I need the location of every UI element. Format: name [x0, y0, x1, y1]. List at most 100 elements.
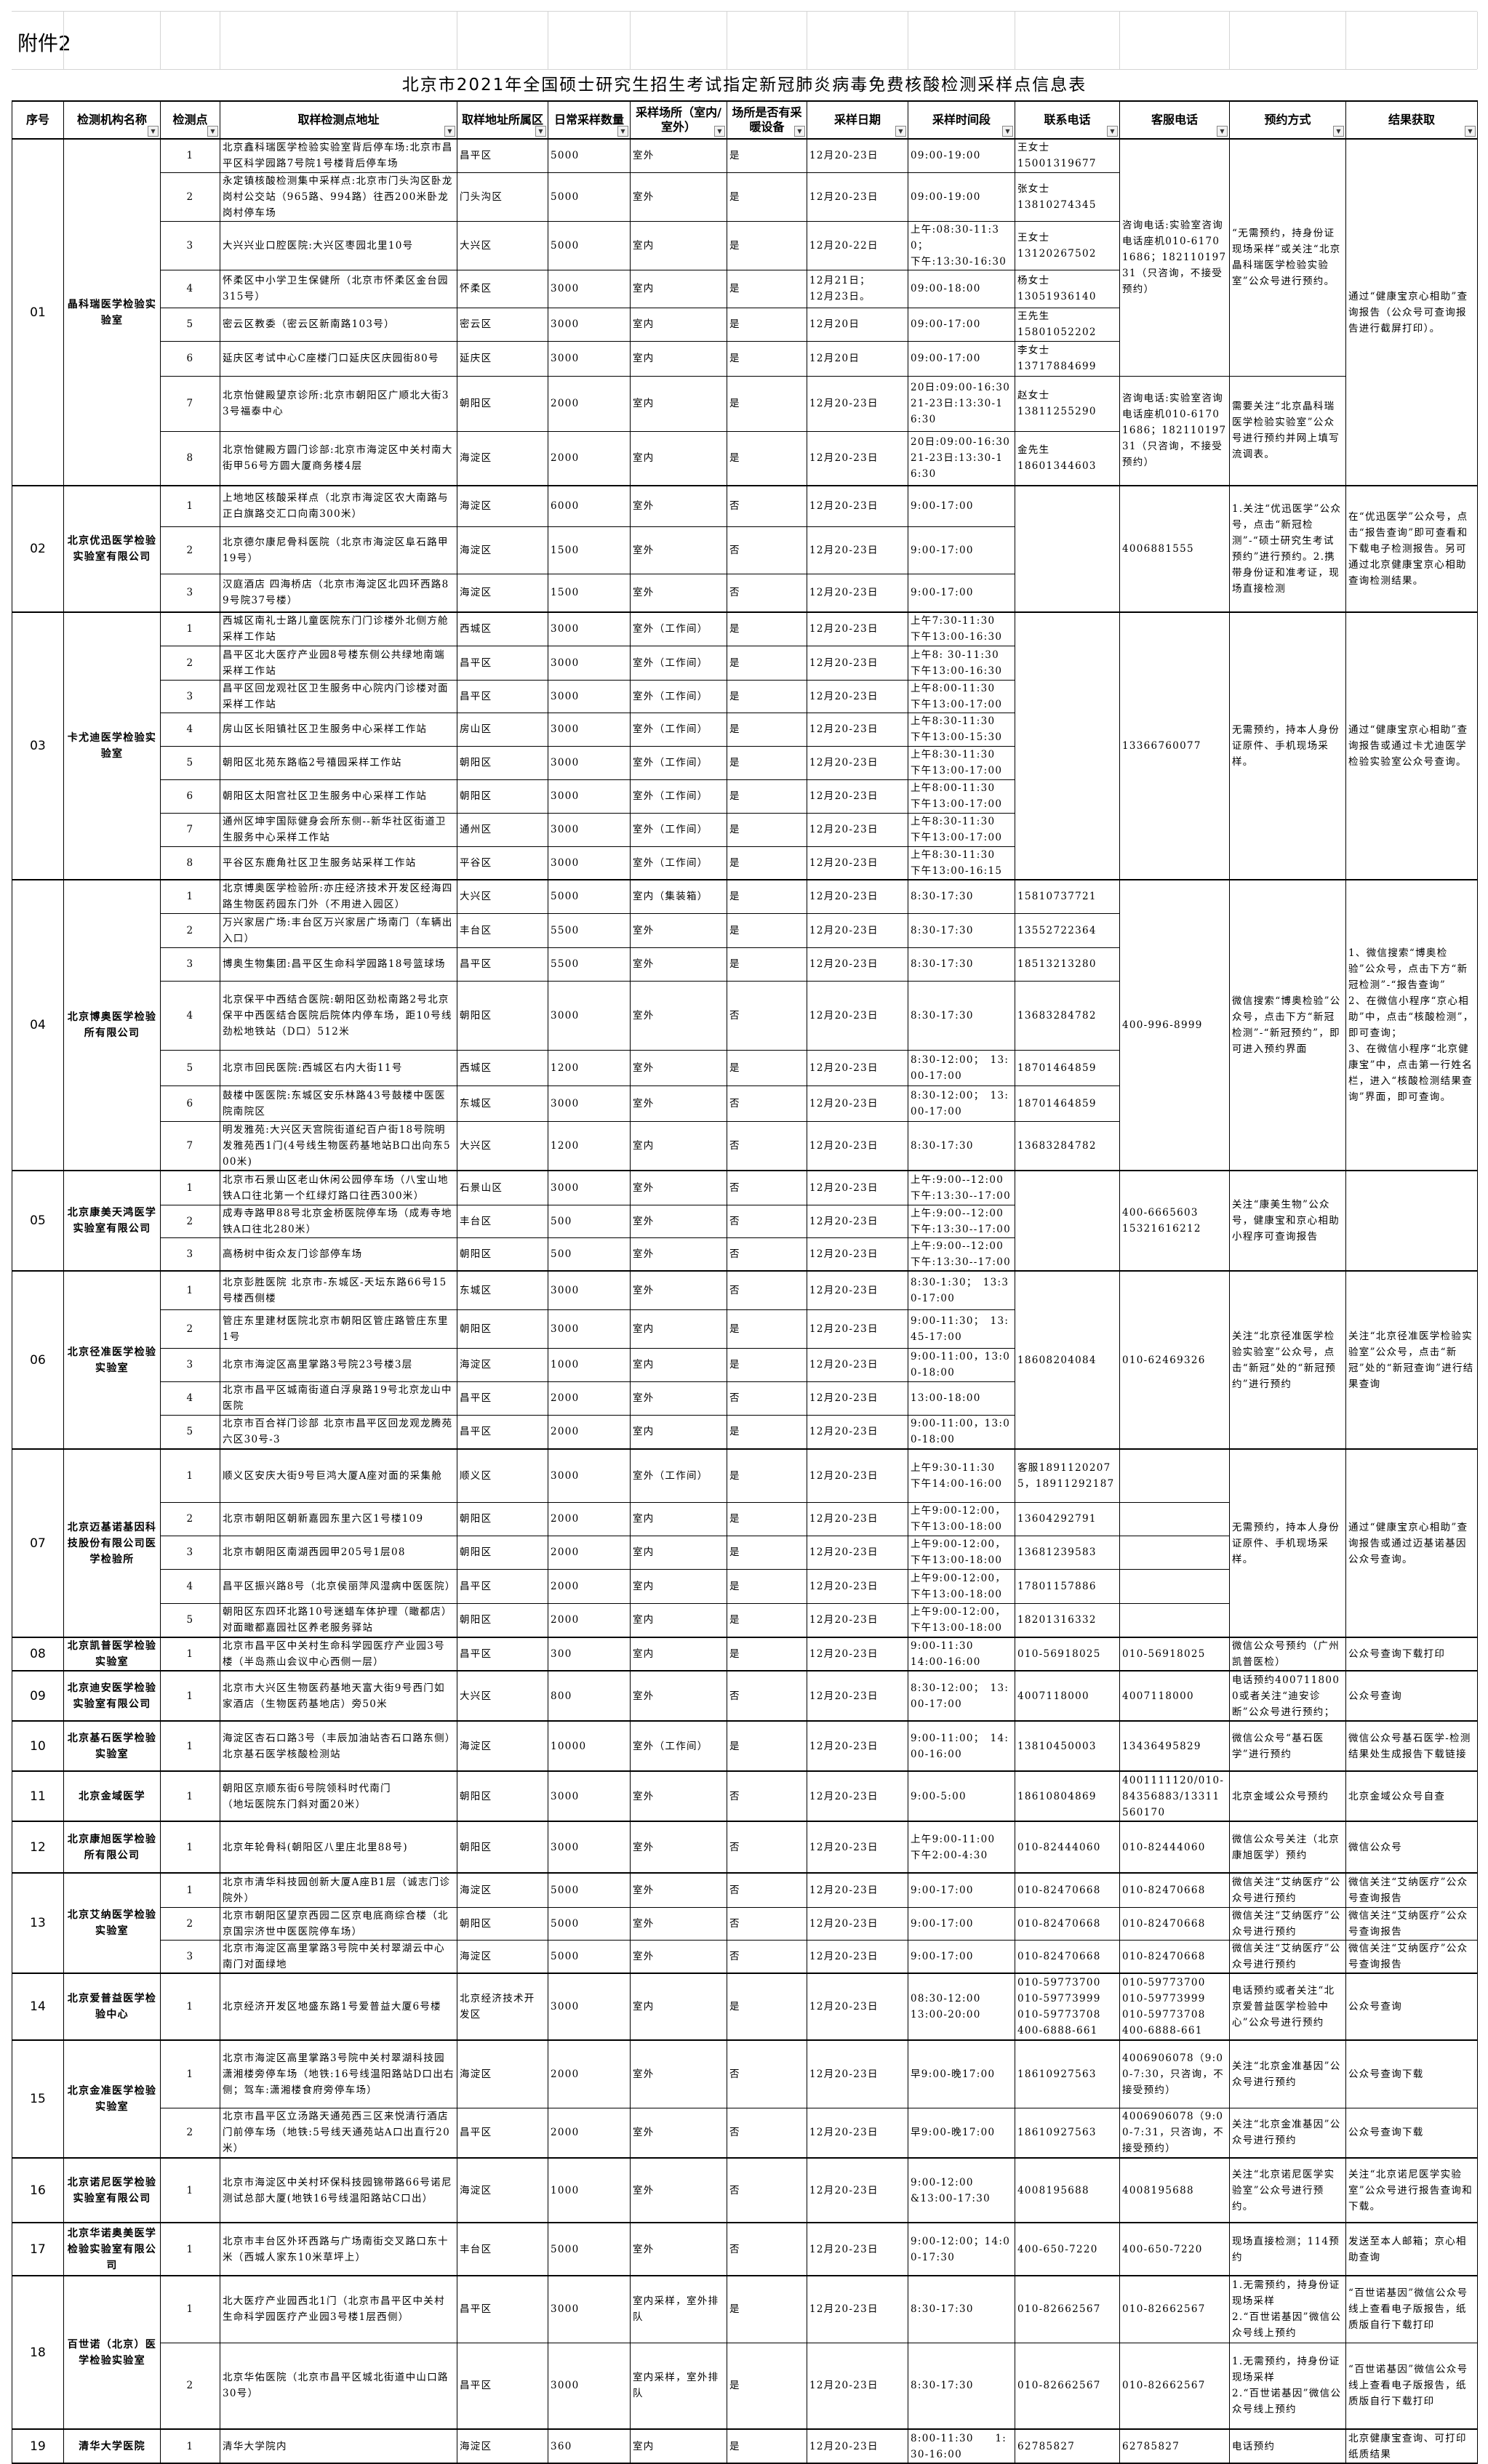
address-cell: 管庄东里建材医院北京市朝阳区管庄路管庄东里1号 — [220, 1309, 457, 1349]
capacity-cell: 10000 — [548, 1720, 631, 1772]
date-cell: 12月20-23日 — [807, 1237, 908, 1272]
filter-dropdown-icon[interactable]: ▼ — [444, 126, 455, 137]
point-number: 2 — [160, 2107, 220, 2159]
phone-cell: 13552722364 — [1015, 912, 1120, 948]
venue-cell: 室外（工作间） — [630, 745, 727, 780]
header-seq: 序号 — [12, 100, 64, 140]
table-row: 03 卡尤迪医学检验实验室 1 西城区南礼士路儿童医院东门门诊楼外北侧方舱采样工作站西… — [12, 611, 1478, 880]
venue-cell: 室外 — [630, 1670, 727, 1722]
address-cell: 朝阳区东四环北路10号迷蜡车体护理（瞰都店）对面瞰都嘉园社区养老服务驿站 — [220, 1602, 457, 1638]
district-cell: 昌平区 — [457, 1414, 548, 1450]
phone-cell: 客服18911202075，18911292187 — [1015, 1448, 1120, 1503]
org-name: 北京康旭医学检验所有限公司 — [63, 1821, 161, 1874]
service-phone-cell — [1119, 1568, 1230, 1604]
capacity-cell: 2000 — [548, 1381, 631, 1416]
point-number: 3 — [160, 1535, 220, 1570]
filter-dropdown-icon[interactable]: ▼ — [1107, 126, 1118, 137]
service-phone-cell — [1119, 1602, 1230, 1638]
point-number: 5 — [160, 1049, 220, 1086]
venue-cell: 室外 — [630, 1381, 727, 1416]
phone-cell: 金先生 18601344603 — [1015, 430, 1120, 486]
phone-cell: 17801157886 — [1015, 1568, 1120, 1604]
point-number: 4 — [160, 1381, 220, 1416]
district-cell: 海淀区 — [457, 1720, 548, 1772]
result-access-cell: 公众号查询 — [1345, 1670, 1478, 1722]
filter-dropdown-icon[interactable]: ▼ — [148, 126, 159, 137]
date-cell: 12月20-23日 — [807, 430, 908, 486]
point-number: 4 — [160, 269, 220, 308]
table-row: 5 北京市回民医院:西城区右内大街11号 西城区 1200 室外是 12月20-23日 8:… — [12, 1049, 1478, 1086]
time-cell: 上午9:00-12:00，下午13:00-18:00 — [908, 1501, 1015, 1536]
venue-cell: 室外（工作间） — [630, 712, 727, 747]
phone-cell: 010-82662567 — [1015, 2342, 1120, 2430]
district-cell: 朝阳区 — [457, 1770, 548, 1822]
time-cell: 9:00-11:00； 14:00-16:00 — [908, 1720, 1015, 1772]
district-cell: 大兴区 — [457, 220, 548, 270]
table-row: 2 万兴家居广场:丰台区万兴家居广场南门（车辆出入口） 丰台区 5500 室外是 12月2… — [12, 912, 1478, 948]
booking-method-cell: 1.无需预约，持身份证现场采样 2.“百世诺基因”微信公众号线上预约 — [1229, 2275, 1346, 2343]
table-row: 4 房山区长阳镇社区卫生服务中心采样工作站 房山区 3000 室外（工作间）是 12月20… — [12, 712, 1478, 747]
address-cell: 北京市海淀区高里掌路3号院中关村翠湖科技园潇湘楼旁停车场（地铁:16号线温阳路站… — [220, 2039, 457, 2108]
capacity-cell: 3000 — [548, 307, 631, 342]
filter-dropdown-icon[interactable]: ▼ — [895, 126, 906, 137]
point-number: 2 — [160, 645, 220, 681]
header-label: 取样检测点地址 — [297, 113, 380, 127]
district-cell: 朝阳区 — [457, 1602, 548, 1638]
filter-dropdown-icon[interactable]: ▼ — [714, 126, 725, 137]
address-cell: 北京市丰台区外环西路与广场南街交叉路口东十米（西城人家东10米草坪上） — [220, 2222, 457, 2276]
time-cell: 8:30-12:00； 13:00-17:00 — [908, 1085, 1015, 1122]
phone-cell: 010-82444060 — [1015, 1821, 1120, 1874]
filter-dropdown-icon[interactable]: ▼ — [617, 126, 628, 137]
venue-cell: 室内 — [630, 269, 727, 308]
table-row: 3 大兴兴业口腔医院:大兴区枣园北里10号 大兴区 5000 室内是 12月20-22日上… — [12, 220, 1478, 270]
point-number: 7 — [160, 1120, 220, 1171]
time-cell: 上午8:30-11:30 下午13:00-16:15 — [908, 846, 1015, 880]
booking-method-cell: 电话预约或者关注“北京爱普益医学检验中心”公众号进行预约 — [1229, 1973, 1346, 2041]
result-access-cell: 微信关注“艾纳医疗”公众号查询报告 — [1345, 1872, 1478, 1908]
date-cell: 12月20日 — [807, 307, 908, 342]
seq-number: 12 — [12, 1821, 64, 1874]
address-cell: 海淀区杏石口路3号（丰辰加油站杏石口路东侧）北京基石医学核酸检测站 — [220, 1720, 457, 1772]
district-cell: 海淀区 — [457, 430, 548, 486]
service-phone-cell: 010-82444060 — [1119, 1821, 1230, 1874]
phone-cell: 13683284782 — [1015, 980, 1120, 1051]
filter-dropdown-icon[interactable]: ▼ — [535, 126, 546, 137]
address-cell: 平谷区东鹿角社区卫生服务站采样工作站 — [220, 846, 457, 880]
time-cell: 8:30-17:30 — [908, 2342, 1015, 2430]
address-cell: 昌平区回龙观社区卫生服务中心院内门诊楼对面采样工作站 — [220, 679, 457, 713]
org-name: 北京径准医学检验实验室 — [63, 1270, 161, 1450]
district-cell: 丰台区 — [457, 912, 548, 948]
filter-dropdown-icon[interactable]: ▼ — [794, 126, 805, 137]
date-cell: 12月20-23日 — [807, 679, 908, 713]
capacity-cell: 1000 — [548, 1347, 631, 1382]
filter-dropdown-icon[interactable]: ▼ — [1333, 126, 1344, 137]
time-cell: 8:30-12:00； 13:00-17:00 — [908, 1049, 1015, 1086]
result-access-cell: 北京健康宝查询、可打印纸质结果 — [1345, 2428, 1478, 2464]
point-number: 5 — [160, 1414, 220, 1450]
seq-number: 05 — [12, 1170, 64, 1272]
table-row: 3 北京市海淀区高里掌路3号院中关村翠湖云中心南门对面绿地 海淀区 5000 室外否 12… — [12, 1939, 1478, 1974]
heating-cell: 是 — [727, 1414, 807, 1450]
district-cell: 丰台区 — [457, 1204, 548, 1238]
point-number: 1 — [160, 2222, 220, 2276]
district-cell: 朝阳区 — [457, 1501, 548, 1536]
point-number: 1 — [160, 611, 220, 646]
time-cell: 8:30-17:30 — [908, 1120, 1015, 1171]
filter-dropdown-icon[interactable]: ▼ — [1465, 126, 1476, 137]
phone-cell: 18610804869 — [1015, 1770, 1120, 1822]
org-name: 北京艾纳医学检验实验室 — [63, 1872, 161, 1974]
filter-dropdown-icon[interactable]: ▼ — [1217, 126, 1228, 137]
filter-dropdown-icon[interactable]: ▼ — [207, 126, 218, 137]
result-access-cell: 发送至本人邮箱；京心相助查询 — [1345, 2222, 1478, 2276]
venue-cell: 室外 — [630, 573, 727, 613]
capacity-cell: 2000 — [548, 1535, 631, 1570]
venue-cell: 室内 — [630, 1568, 727, 1604]
point-number: 7 — [160, 812, 220, 847]
capacity-cell: 360 — [548, 2428, 631, 2464]
capacity-cell: 300 — [548, 1637, 631, 1672]
district-cell: 北京经济技术开发区 — [457, 1973, 548, 2041]
venue-cell: 室外 — [630, 1049, 727, 1086]
table-row: 19 清华大学医院 1 清华大学院内 海淀区 360 室内是 12月20-23日 8:00-11… — [12, 2428, 1478, 2464]
filter-dropdown-icon[interactable]: ▼ — [1002, 126, 1013, 137]
phone-cell: 010-82470668 — [1015, 1939, 1120, 1974]
